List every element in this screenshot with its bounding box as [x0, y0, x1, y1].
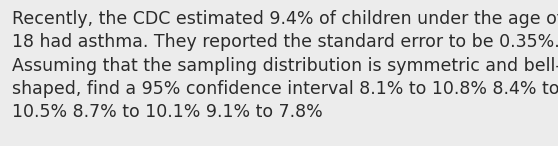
Text: Recently, the CDC estimated 9.4% of children under the age of
18 had asthma. The: Recently, the CDC estimated 9.4% of chil… [12, 10, 558, 121]
